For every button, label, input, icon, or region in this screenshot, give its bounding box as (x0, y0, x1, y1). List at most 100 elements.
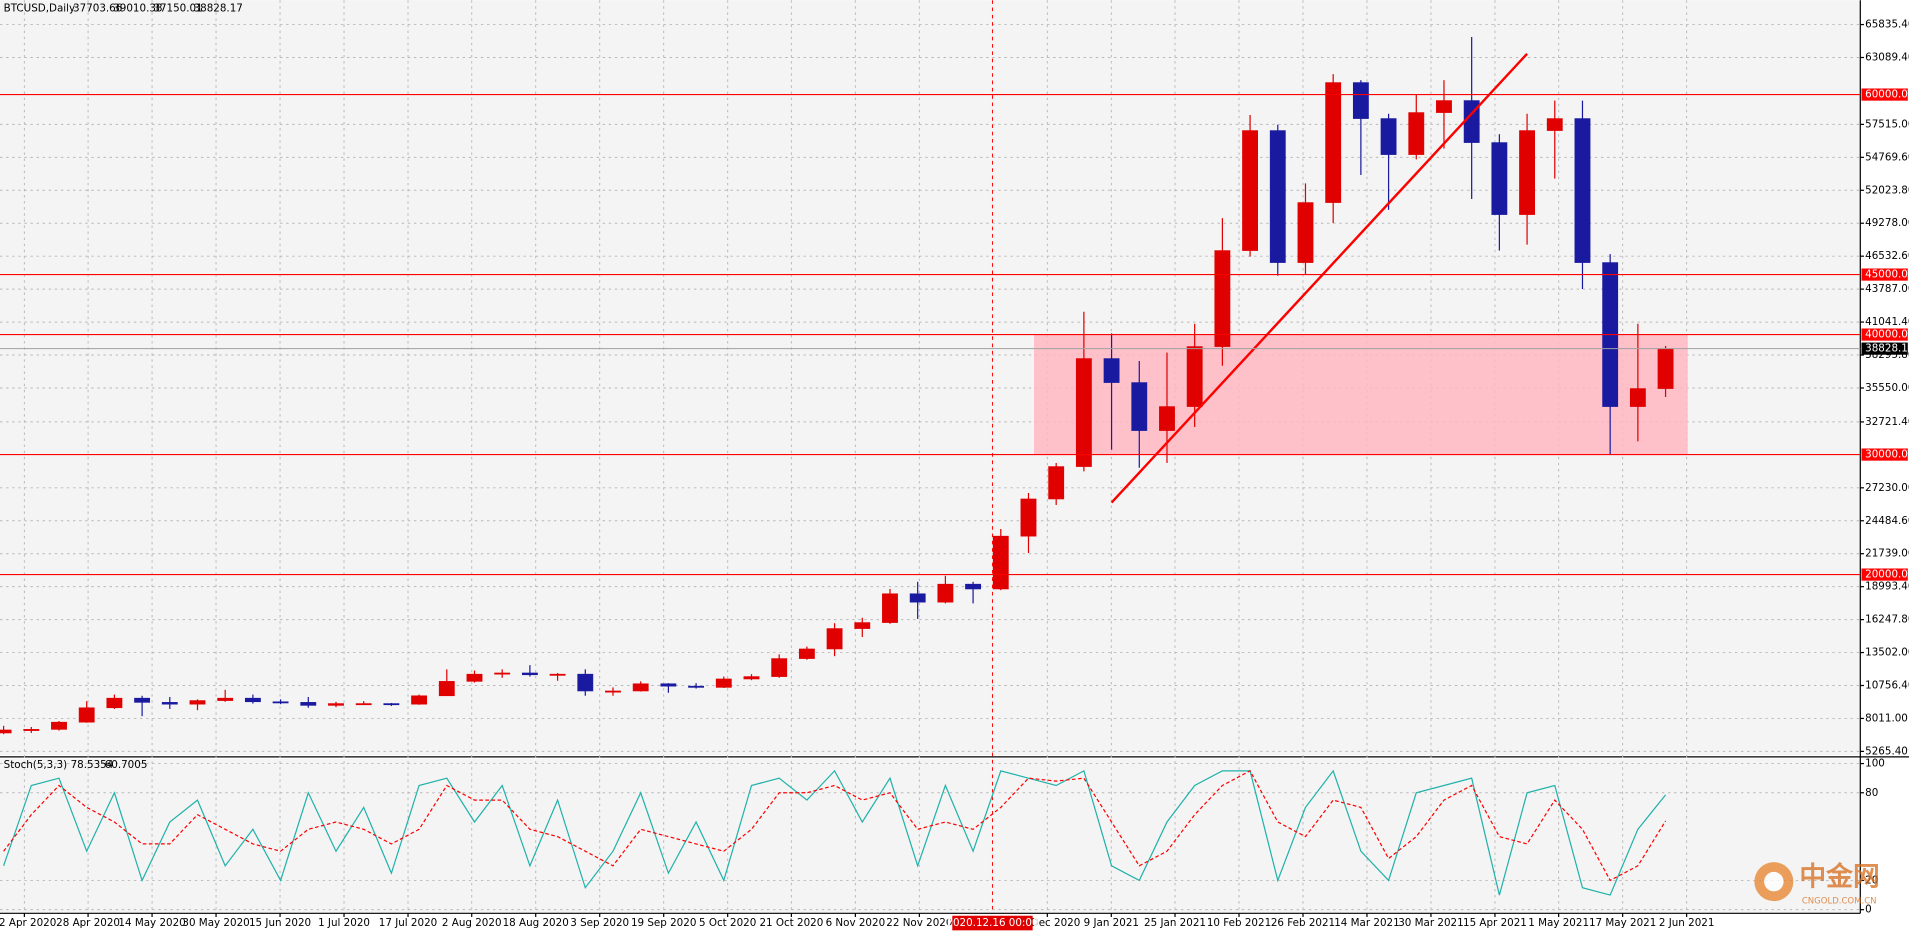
x-tick-label: 15 Jun 2020 (249, 917, 311, 929)
candle-body (1408, 112, 1425, 155)
y-tick-label: 52023.80 (1865, 184, 1909, 196)
y-tick-label: 63089.40 (1865, 52, 1909, 64)
x-tick-label: 22 Nov 2020 (886, 917, 952, 929)
x-tick-label: 26 Feb 2021 (1271, 917, 1335, 929)
candle-body (1325, 82, 1342, 203)
candle-body (577, 673, 594, 692)
candle-body (1657, 348, 1674, 389)
candle-body (1131, 382, 1148, 431)
stoch-title: Stoch(5,3,3) (4, 759, 67, 771)
candle-body (1546, 118, 1563, 131)
x-tick-label: 1 May 2021 (1528, 917, 1589, 929)
level-label-box (1861, 568, 1908, 581)
candle-body (51, 721, 67, 730)
candle-body (798, 648, 815, 659)
candle-body (1352, 82, 1369, 119)
y-tick-label: 57515.00 (1865, 118, 1909, 130)
candle-body (1159, 406, 1175, 431)
candle-body (771, 658, 788, 677)
candle-body (217, 697, 234, 701)
y-tick-label: 65835.40 (1865, 19, 1909, 31)
y-tick-label: 49278.00 (1865, 217, 1909, 229)
candle-body (106, 697, 123, 709)
x-tick-label: 30 Mar 2021 (1398, 917, 1463, 929)
y-tick-label: 20 (1865, 874, 1878, 886)
candle-body (494, 672, 511, 675)
candle-body (1075, 358, 1092, 467)
candle-body (1186, 346, 1203, 407)
candle-body (1380, 118, 1397, 155)
level-label-box (1861, 88, 1908, 101)
candle-body (715, 678, 732, 688)
symbol-title: BTCUSD,Daily (4, 3, 75, 15)
level-label-box (1861, 448, 1908, 461)
y-tick-label: 32721.40 (1865, 416, 1909, 428)
candle-body (1519, 130, 1535, 215)
level-label-box (1861, 328, 1908, 341)
candle-body (1297, 202, 1314, 263)
y-tick-label: 43787.00 (1865, 283, 1909, 295)
candle-body (411, 695, 428, 705)
x-tick-label: 15 Apr 2021 (1463, 917, 1527, 929)
bar-low: 37150.01 (153, 3, 202, 15)
stoch-panel (0, 758, 1861, 914)
level-label: 40000.00 (1865, 329, 1909, 341)
candle-body (1242, 130, 1259, 251)
candle-body (1629, 388, 1646, 407)
candle-body (909, 593, 926, 603)
y-tick-label: 16247.80 (1865, 614, 1909, 626)
y-tick-label: 10756.40 (1865, 679, 1909, 691)
x-tick-label: 24 Dec 2020 (1014, 917, 1080, 929)
x-tick-label: 17 Jul 2020 (379, 917, 437, 929)
x-tick-label: 21 Oct 2020 (759, 917, 823, 929)
y-tick-label: 24484.60 (1865, 515, 1909, 527)
candle-body (383, 703, 400, 706)
candle-body (328, 703, 344, 706)
stoch-d-value: 60.7005 (105, 759, 148, 771)
stoch-line (3, 769, 1667, 896)
x-tick-label: 2 Jun 2021 (1659, 917, 1715, 929)
trendline (1110, 52, 1528, 504)
x-tick-label: 5 Oct 2020 (699, 917, 756, 929)
candle-body (549, 673, 566, 676)
y-tick-label: 100 (1865, 758, 1885, 770)
candle-body (743, 676, 760, 680)
crosshair-label-box (952, 915, 1033, 931)
x-tick-label: 17 May 2021 (1589, 917, 1656, 929)
x-tick-label: 3 Sep 2020 (570, 917, 629, 929)
bar-high: 39010.38 (113, 3, 162, 15)
candle-body (521, 672, 538, 676)
level-label: 20000.00 (1865, 569, 1909, 581)
level-label: 30000.00 (1865, 449, 1909, 461)
candle-body (244, 697, 261, 703)
y-tick-label: 80 (1865, 787, 1878, 799)
candle-body (605, 690, 621, 693)
candle-body (1574, 118, 1591, 263)
stoch-k-value: 78.5354 (71, 759, 114, 771)
watermark-logo (1764, 871, 1784, 892)
candle-body (965, 583, 982, 590)
x-tick-label: 12 Apr 2020 (0, 917, 56, 929)
candle-body (300, 702, 317, 706)
x-tick-label: 19 Sep 2020 (631, 917, 696, 929)
watermark: 中金网 CNGOLD.COM.CN (1754, 861, 1880, 907)
y-tick-label: 21739.00 (1865, 548, 1909, 560)
watermark-title: 中金网 (1799, 861, 1879, 893)
x-tick-label: 6 Nov 2020 (826, 917, 886, 929)
candle-body (438, 681, 455, 697)
bar-open: 37703.66 (73, 3, 122, 15)
y-tick-label: 5265.40 (1865, 745, 1908, 757)
x-tick-label: 25 Jan 2021 (1144, 917, 1206, 929)
y-tick-label: 35550.00 (1865, 382, 1909, 394)
bar-close: 38828.17 (194, 3, 243, 15)
y-tick-label: 46532.60 (1865, 250, 1909, 262)
crosshair-label: 2020.12.16 00:00 (946, 917, 1038, 929)
x-tick-label: 14 Mar 2021 (1334, 917, 1399, 929)
candle-body (632, 683, 649, 692)
candle-body (1214, 250, 1231, 347)
candle-body (1436, 100, 1452, 113)
candle-body (854, 622, 871, 629)
candle-body (660, 683, 677, 687)
candle-body (189, 700, 206, 705)
